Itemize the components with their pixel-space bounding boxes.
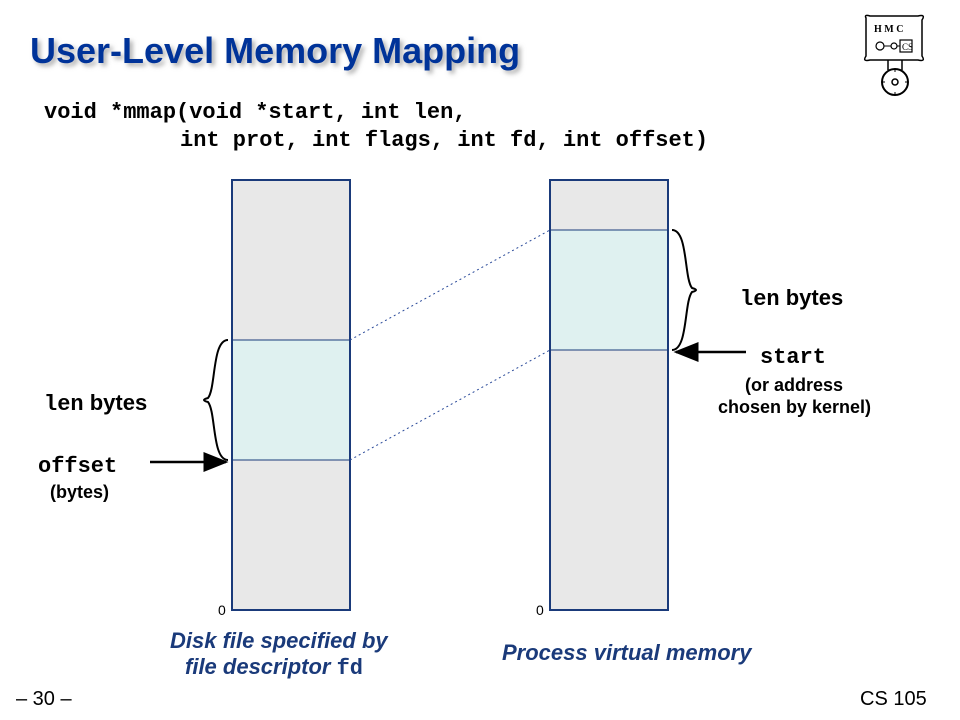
- start-note-2: chosen by kernel): [718, 397, 871, 418]
- course-label: CS 105: [860, 688, 927, 711]
- caption-left-2-code: fd: [337, 656, 363, 681]
- slide-number: – 30 –: [16, 688, 72, 711]
- svg-text:H M C: H M C: [874, 24, 903, 35]
- len-word-left: bytes: [84, 390, 148, 415]
- svg-text:CS: CS: [902, 42, 913, 52]
- offset-note: (bytes): [50, 482, 109, 503]
- len-code-right: len: [740, 287, 780, 312]
- caption-left-2-prefix: file descriptor: [185, 654, 337, 679]
- caption-right: Process virtual memory: [502, 640, 751, 666]
- len-code-left: len: [44, 392, 84, 417]
- len-bytes-left: len bytes: [44, 390, 147, 417]
- code-line-1: void *mmap(void *start, int len,: [44, 100, 466, 125]
- code-line-2: int prot, int flags, int fd, int offset): [180, 128, 708, 153]
- offset-label: offset: [38, 454, 117, 479]
- zero-right: 0: [536, 602, 544, 618]
- zero-left: 0: [218, 602, 226, 618]
- slide-title: User-Level Memory Mapping: [30, 30, 520, 72]
- hmc-cs-logo: H M C CS: [860, 10, 930, 100]
- caption-left-1: Disk file specified by: [170, 628, 388, 654]
- len-word-right: bytes: [780, 285, 844, 310]
- len-bytes-right: len bytes: [740, 285, 843, 312]
- start-label: start: [760, 345, 826, 370]
- start-note-1: (or address: [745, 375, 843, 396]
- caption-left-2: file descriptor fd: [185, 654, 363, 681]
